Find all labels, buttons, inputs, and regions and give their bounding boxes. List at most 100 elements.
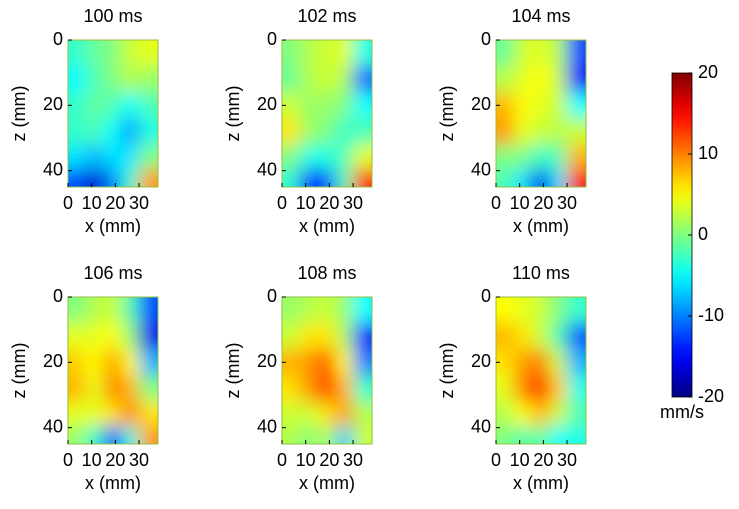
heatmap-cell: [567, 40, 586, 67]
heatmap-cell: [567, 323, 586, 350]
heatmap-cell: [317, 40, 336, 67]
heatmap-cell: [567, 297, 586, 324]
heatmap-cell: [299, 144, 319, 170]
heatmap-cell: [549, 66, 568, 93]
heatmap-cell: [531, 118, 550, 146]
y-tick-label: 20: [471, 94, 491, 114]
heatmap-cell: [567, 169, 586, 187]
y-tick-label: 0: [267, 286, 277, 306]
heatmap-cell: [103, 144, 122, 170]
heatmap-cell: [121, 401, 140, 427]
x-tick-label: 30: [557, 450, 577, 470]
x-tick-label: 0: [491, 193, 501, 213]
heatmap-cell: [335, 92, 354, 119]
x-axis-label: x (mm): [299, 473, 355, 493]
heatmap-cell: [282, 426, 301, 444]
heatmap-cell: [335, 349, 354, 376]
heatmap-cell: [353, 426, 372, 444]
heatmap-cell: [567, 92, 586, 119]
heatmap-cell: [68, 375, 87, 403]
y-tick-label: 20: [43, 94, 63, 114]
heatmap-cell: [353, 349, 372, 376]
x-axis-label: x (mm): [513, 473, 569, 493]
x-tick-label: 20: [319, 450, 339, 470]
heatmap: [68, 297, 158, 444]
heatmap-cell: [496, 40, 515, 67]
heatmap-cell: [121, 144, 140, 170]
heatmap-cell: [85, 169, 105, 187]
heatmap-cell: [335, 323, 354, 350]
y-tick-label: 20: [43, 351, 63, 371]
heatmap-cell: [103, 375, 122, 403]
heatmap-cell: [496, 92, 515, 119]
heatmap-cell: [531, 323, 550, 350]
panel-title: 108 ms: [297, 263, 356, 283]
heatmap-cell: [567, 118, 586, 146]
heatmap-cell: [282, 118, 301, 146]
heatmap-cell: [549, 169, 568, 187]
heatmap-cell: [121, 323, 140, 350]
x-tick-label: 0: [277, 193, 287, 213]
heatmap-cell: [353, 375, 372, 403]
heatmap-cell: [549, 323, 568, 350]
heatmap-cell: [68, 118, 87, 146]
heatmap-cell: [121, 297, 140, 324]
x-tick-label: 0: [491, 450, 501, 470]
panel-title: 102 ms: [297, 6, 356, 26]
colorbar-tick-label: 20: [698, 62, 718, 82]
plot-frame: [495, 39, 587, 188]
heatmap-cell: [139, 169, 158, 187]
heatmap-cell: [282, 169, 301, 187]
heatmap-cell: [299, 40, 319, 67]
x-axis-label: x (mm): [513, 216, 569, 236]
heatmap: [496, 297, 586, 444]
y-tick-label: 20: [257, 351, 277, 371]
heatmap-cell: [513, 40, 533, 67]
heatmap-cell: [549, 118, 568, 146]
heatmap-cell: [513, 375, 533, 403]
x-tick-label: 10: [82, 450, 102, 470]
heatmap-cell: [299, 169, 319, 187]
heatmap-cell: [513, 297, 533, 324]
heatmap-cell: [531, 401, 550, 427]
heatmap-cell: [353, 297, 372, 324]
heatmap-cell: [139, 144, 158, 170]
x-axis-label: x (mm): [85, 216, 141, 236]
x-axis-label: x (mm): [299, 216, 355, 236]
heatmap-cell: [103, 118, 122, 146]
y-tick-label: 20: [471, 351, 491, 371]
heatmap-cell: [299, 92, 319, 119]
y-tick-label: 0: [53, 29, 63, 49]
heatmap-cell: [531, 375, 550, 403]
heatmap-cell: [317, 426, 336, 444]
heatmap-cells: [282, 297, 372, 444]
x-axis-label: x (mm): [85, 473, 141, 493]
heatmap-cell: [68, 144, 87, 170]
heatmap-cell: [68, 40, 87, 67]
heatmap-cell: [549, 401, 568, 427]
heatmap-cell: [549, 349, 568, 376]
heatmap-cell: [549, 426, 568, 444]
heatmap-cell: [317, 349, 336, 376]
x-tick-label: 20: [533, 450, 553, 470]
heatmap-cell: [353, 401, 372, 427]
heatmap-cell: [567, 66, 586, 93]
heatmap-cell: [85, 375, 105, 403]
heatmap-cell: [139, 297, 158, 324]
heatmap-cell: [353, 323, 372, 350]
heatmap-cells: [496, 297, 586, 444]
heatmap-cell: [85, 144, 105, 170]
heatmap-cell: [496, 144, 515, 170]
x-tick-label: 0: [63, 193, 73, 213]
heatmap-cell: [317, 118, 336, 146]
x-tick-label: 30: [557, 193, 577, 213]
y-tick-label: 40: [43, 159, 63, 179]
heatmap-cell: [317, 401, 336, 427]
heatmap-cell: [299, 118, 319, 146]
x-tick-label: 10: [510, 450, 530, 470]
colorbar-tick-label: 10: [698, 143, 718, 163]
x-tick-label: 10: [82, 193, 102, 213]
heatmap-cell: [103, 40, 122, 67]
heatmap-cell: [282, 323, 301, 350]
heatmap-cell: [85, 323, 105, 350]
